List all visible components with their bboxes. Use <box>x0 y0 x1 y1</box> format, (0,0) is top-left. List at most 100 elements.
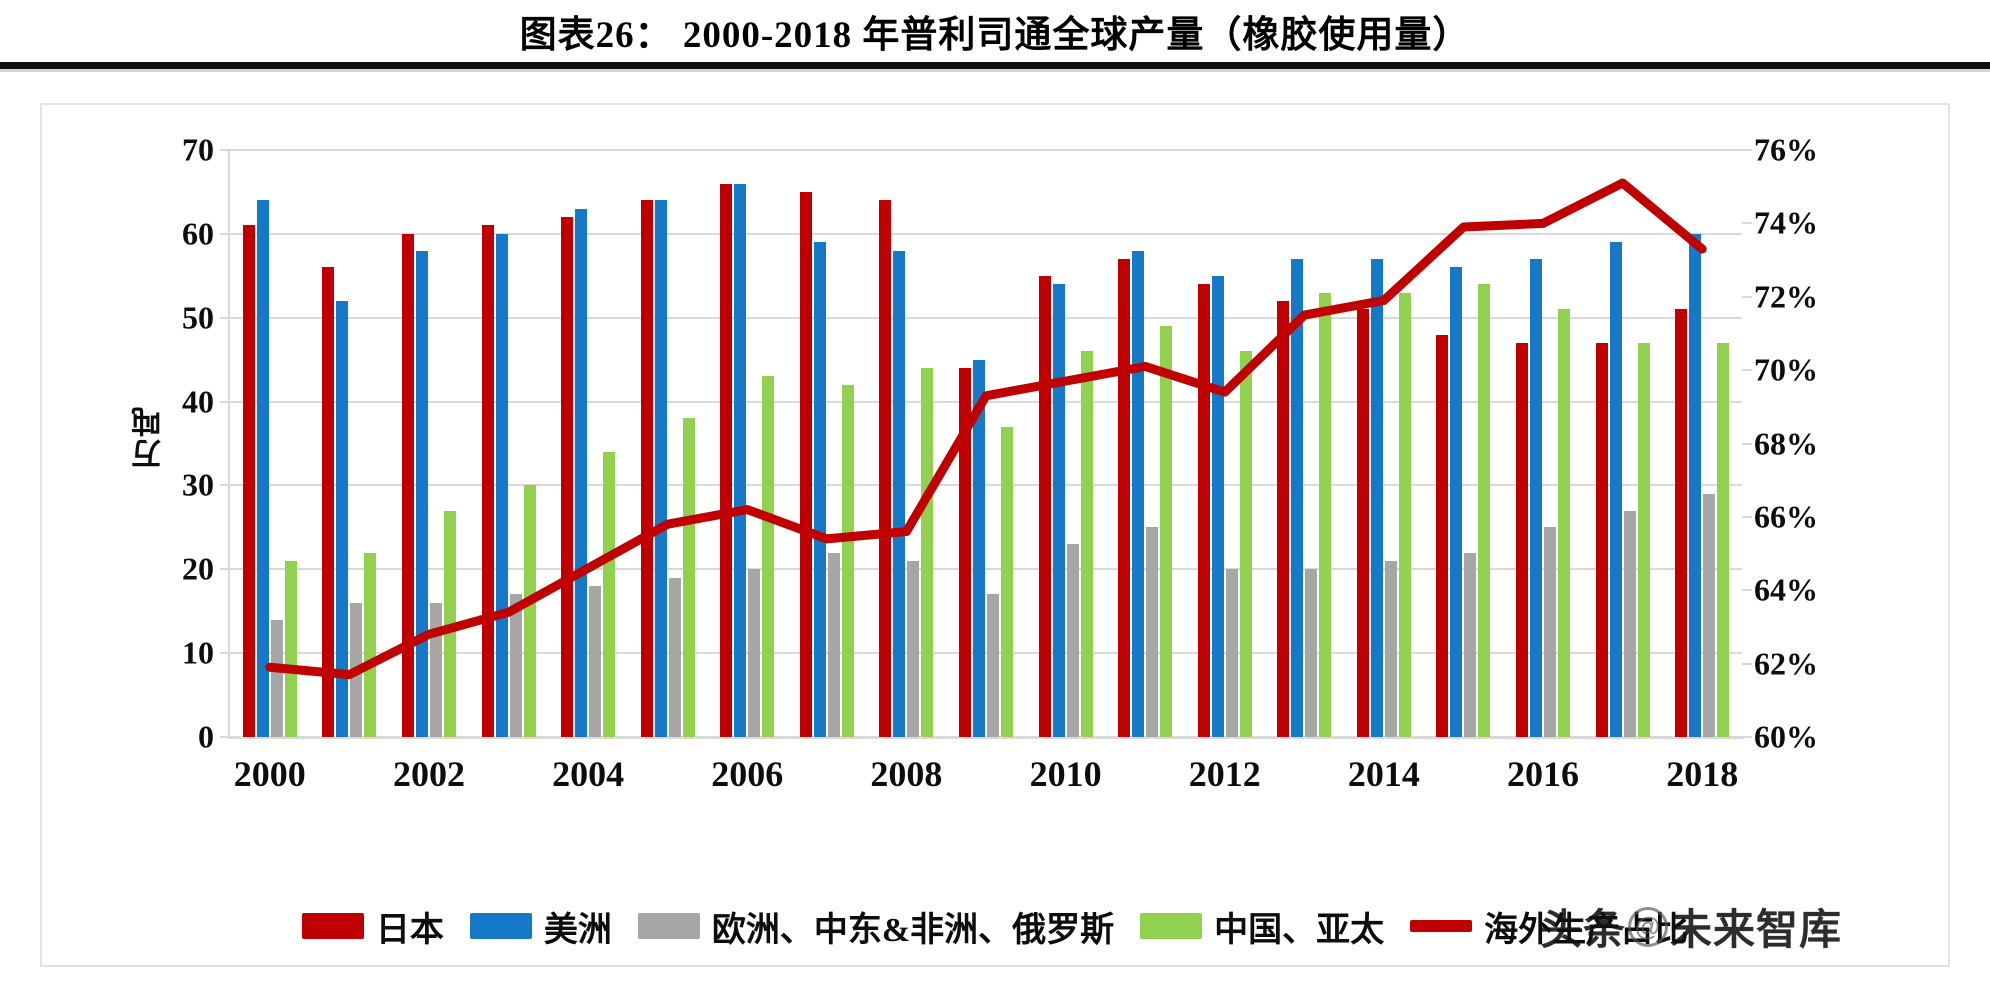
y-axis-tick <box>220 316 230 319</box>
y-axis-right-tick <box>1742 662 1752 665</box>
y-axis-right-labels: 76% 74% 72% 70% 68% 66% 64% 62% 60% <box>1754 132 1879 755</box>
y-axis-tick <box>220 232 230 235</box>
legend-item[interactable]: 中国、亚太 <box>1140 902 1384 951</box>
y-axis-left-tick-label: 0 <box>198 718 214 755</box>
chart-frame: 万吨 70 60 50 40 30 20 10 0 76% 74% 72% 70% 68% 66% 64%… <box>40 103 1950 967</box>
y-axis-right-tick-label: 72% <box>1754 278 1818 315</box>
bar <box>270 619 283 737</box>
bar <box>589 586 602 737</box>
bar <box>364 552 377 737</box>
bar <box>1066 544 1079 737</box>
x-axis-tick-label: 2008 <box>870 754 943 794</box>
bar <box>1239 351 1252 737</box>
bar <box>827 552 840 737</box>
line-series-overlay <box>265 178 1707 680</box>
bar <box>336 300 349 737</box>
bar-group <box>946 150 1026 737</box>
y-axis-tick <box>220 484 230 487</box>
bar-group <box>707 150 787 737</box>
bar <box>1277 300 1290 737</box>
bar <box>242 225 255 737</box>
bar-group <box>628 150 708 737</box>
bar <box>668 577 681 737</box>
bar <box>1197 284 1210 737</box>
bar <box>1370 259 1383 737</box>
bar <box>1000 426 1013 737</box>
bar <box>1703 493 1716 737</box>
bar-group <box>1026 150 1106 737</box>
bar <box>1530 259 1543 737</box>
bar <box>509 594 522 737</box>
bar <box>1118 259 1131 737</box>
y-axis-tick <box>220 736 230 738</box>
legend-color-swatch-icon <box>301 913 364 939</box>
bar <box>762 376 775 737</box>
bar <box>575 208 588 737</box>
gridline <box>230 149 1742 151</box>
gridline <box>230 232 1742 235</box>
gridline <box>230 484 1742 487</box>
title-divider-thick <box>0 62 1990 69</box>
legend-item[interactable]: 欧洲、中东&非洲、俄罗斯 <box>637 902 1114 951</box>
bar <box>1689 233 1702 737</box>
bar <box>921 368 934 737</box>
bar <box>734 183 747 737</box>
bar-group <box>310 150 390 737</box>
bar <box>443 510 456 737</box>
bar <box>1052 284 1065 737</box>
plot-area <box>220 149 1752 739</box>
gridline <box>230 316 1742 319</box>
y-axis-right-tick <box>1742 295 1752 298</box>
y-axis-right-tick-label: 76% <box>1754 131 1818 168</box>
x-axis-tick-label: 2004 <box>552 754 625 794</box>
bar <box>1595 342 1608 737</box>
legend-item[interactable]: 美洲 <box>469 902 612 951</box>
gridline <box>230 652 1742 655</box>
bar <box>682 418 695 737</box>
bar <box>1609 242 1622 737</box>
bar <box>322 267 335 737</box>
y-axis-right-tick-label: 64% <box>1754 571 1818 608</box>
y-axis-right-tick <box>1742 222 1752 225</box>
chart-title-bar: 图表26： 2000-2018 年普利司通全球产量（橡胶使用量） <box>0 0 1990 62</box>
bar <box>603 451 616 737</box>
bar <box>986 594 999 737</box>
title-divider-thin <box>0 69 1990 72</box>
y-axis-right-tick <box>1742 149 1752 151</box>
y-axis-left-tick-label: 10 <box>182 634 214 671</box>
bar <box>1478 284 1491 737</box>
bar <box>640 200 653 737</box>
bar-group <box>230 150 310 737</box>
bar <box>1080 351 1093 737</box>
legend-item[interactable]: 日本 <box>301 902 444 951</box>
bar-group <box>1105 150 1185 737</box>
y-axis-right-tick-label: 60% <box>1754 718 1818 755</box>
y-axis-left-tick-label: 70 <box>182 131 214 168</box>
legend-label: 海外生产占比 <box>1484 911 1689 949</box>
bar <box>1558 309 1571 737</box>
bar <box>893 250 906 737</box>
bar-group <box>548 150 628 737</box>
bar <box>1319 292 1332 737</box>
bar-group <box>1265 150 1345 737</box>
bar <box>654 200 667 737</box>
bar <box>1160 326 1173 737</box>
bar <box>1291 259 1304 737</box>
bar <box>972 359 985 737</box>
legend-label: 中国、亚太 <box>1214 911 1385 949</box>
bar <box>813 242 826 737</box>
x-axis-tick-label: 2016 <box>1507 754 1580 794</box>
x-axis-tick-label: 2006 <box>711 754 784 794</box>
legend-item[interactable]: 海外生产占比 <box>1410 902 1688 951</box>
x-axis-tick-label: 2000 <box>233 754 306 794</box>
y-axis-tick <box>220 568 230 571</box>
bar-group <box>1424 150 1504 737</box>
bar-group <box>1344 150 1424 737</box>
bar-group <box>1185 150 1265 737</box>
bar <box>256 200 269 737</box>
bar <box>1436 334 1449 737</box>
y-axis-right-tick <box>1742 515 1752 518</box>
bar <box>1038 275 1051 737</box>
bar <box>879 200 892 737</box>
bar <box>481 225 494 737</box>
